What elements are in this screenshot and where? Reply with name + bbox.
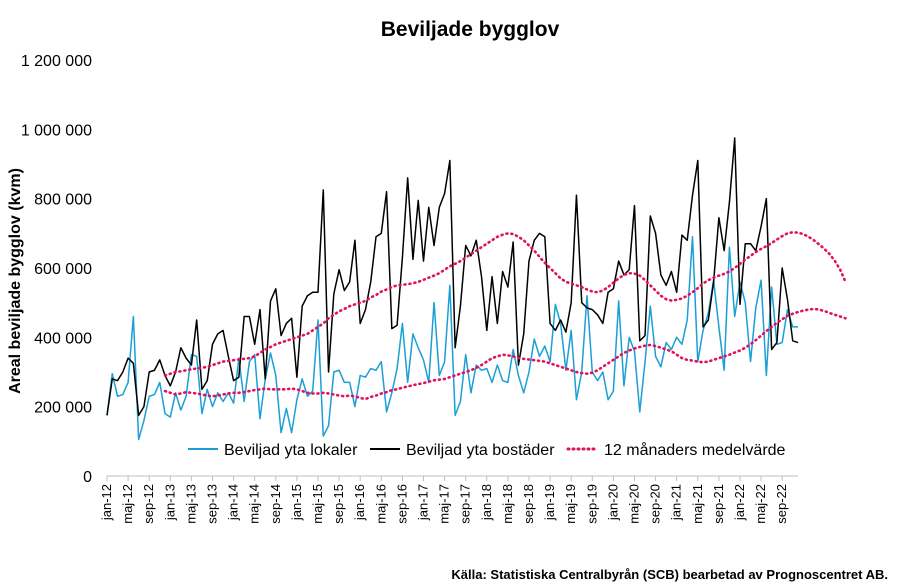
y-tick-label: 1 200 000: [21, 53, 92, 70]
x-tick-label: jan-19: [542, 484, 557, 521]
x-tick-label: maj-16: [373, 484, 388, 524]
x-tick-label: jan-17: [415, 484, 430, 521]
x-tick-label: jan-20: [605, 484, 620, 521]
series-line-medelvarde: [163, 307, 847, 401]
x-tick-label: sep-19: [584, 484, 599, 524]
legend-item-lokaler: Beviljad yta lokaler: [188, 442, 358, 459]
legend-item-bostader: Beviljad yta bostäder: [370, 442, 555, 459]
legend-label-medelvarde: 12 månaders medelvärde: [604, 441, 786, 459]
x-tick-label: maj-15: [310, 484, 325, 524]
x-tick-label: maj-21: [690, 484, 705, 524]
y-axis-label: Areal beviljade bygglov (kvm): [7, 168, 24, 394]
legend-label-lokaler: Beviljad yta lokaler: [224, 442, 358, 459]
x-tick-label: maj-13: [183, 484, 198, 524]
x-tick-label: sep-14: [268, 484, 283, 524]
legend-item-medelvarde: 12 månaders medelvärde: [566, 441, 786, 459]
x-tick-label: sep-18: [521, 484, 536, 524]
x-tick-label: jan-22: [732, 484, 747, 521]
x-tick-label: sep-21: [711, 484, 726, 524]
x-tick-label: maj-22: [753, 484, 768, 524]
x-tick-label: jan-18: [479, 484, 494, 521]
x-axis-ticks: jan-12 maj-12 sep-12 jan-13 maj-13 sep-13 jan-…: [99, 476, 789, 524]
x-tick-label: sep-13: [204, 484, 219, 524]
x-tick-label: jan-15: [289, 484, 304, 521]
y-tick-label: 400 000: [34, 330, 92, 347]
x-tick-label: jan-21: [669, 484, 684, 521]
y-tick-label: 0: [83, 469, 92, 486]
y-tick-label: 600 000: [34, 261, 92, 278]
series-line-lokaler: [106, 236, 798, 441]
y-tick-label: 800 000: [34, 192, 92, 209]
x-tick-label: maj-17: [437, 484, 452, 524]
x-tick-label: maj-18: [500, 484, 515, 524]
x-tick-label: sep-22: [774, 484, 789, 524]
x-tick-label: maj-19: [563, 484, 578, 524]
source-note: Källa: Statistiska Centralbyrån (SCB) be…: [451, 567, 888, 582]
x-tick-label: maj-14: [247, 484, 262, 524]
x-tick-label: sep-12: [141, 484, 156, 524]
series-layer: [106, 137, 847, 441]
legend-label-bostader: Beviljad yta bostäder: [406, 442, 555, 459]
x-tick-label: sep-15: [331, 484, 346, 524]
x-tick-label: sep-20: [648, 484, 663, 524]
y-axis-ticks: 0 200 000 400 000 600 000 800 000 1 000 000 1 …: [21, 53, 92, 486]
y-tick-label: 1 000 000: [21, 122, 92, 139]
y-tick-label: 200 000: [34, 400, 92, 417]
x-tick-label: jan-16: [352, 484, 367, 521]
series-line-bostader: [106, 137, 799, 417]
x-tick-label: sep-16: [394, 484, 409, 524]
chart-title: Beviljade bygglov: [381, 18, 560, 41]
x-tick-label: maj-12: [120, 484, 135, 524]
x-tick-label: jan-13: [162, 484, 177, 521]
x-tick-label: maj-20: [626, 484, 641, 524]
x-tick-label: sep-17: [458, 484, 473, 524]
x-tick-label: jan-12: [99, 484, 114, 521]
legend: Beviljad yta lokaler Beviljad yta bostäd…: [188, 441, 786, 459]
x-tick-label: jan-14: [226, 484, 241, 521]
series-line-medelvarde: [163, 230, 847, 377]
